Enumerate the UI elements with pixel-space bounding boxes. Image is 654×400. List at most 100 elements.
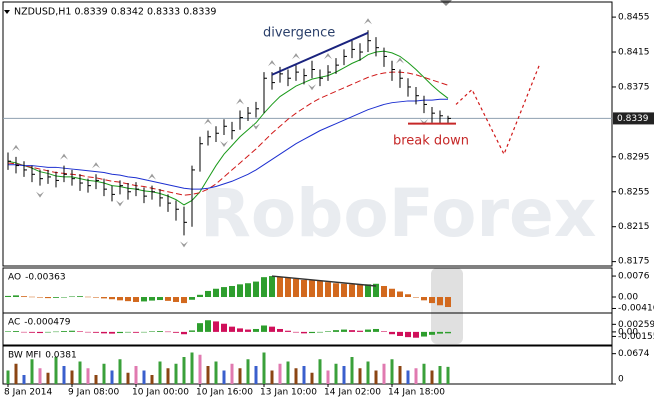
oscillator-bar — [205, 290, 211, 298]
price-label-box — [613, 112, 654, 125]
oscillator-bar — [333, 283, 339, 298]
oscillator-bar — [397, 331, 403, 336]
oscillator-bar — [53, 331, 59, 333]
mfi-bar — [214, 361, 218, 384]
oscillator-bar — [157, 331, 163, 332]
y-tick-label: 0.8455 — [618, 13, 650, 23]
oscillator-bar — [437, 331, 443, 334]
oscillator-bar — [293, 278, 299, 298]
mfi-bar — [270, 370, 274, 384]
y-tick-label: -0.00416 — [618, 304, 654, 314]
annotation: divergence — [263, 26, 335, 41]
oscillator-bar — [5, 295, 11, 298]
y-tick-label: 0.00 — [618, 327, 638, 337]
oscillator-bar — [397, 291, 403, 298]
moving-average — [7, 50, 449, 206]
oscillator-bar — [165, 331, 171, 333]
mfi-bar — [102, 363, 106, 384]
mfi-bar — [150, 375, 154, 384]
oscillator-bar — [93, 331, 99, 333]
oscillator-bar — [373, 283, 379, 298]
oscillator-bar — [101, 297, 107, 299]
oscillator-bar — [189, 330, 195, 332]
oscillator-bar — [149, 331, 155, 332]
mfi-bar — [302, 366, 306, 384]
x-tick-label: 14 Jan 02:00 — [324, 388, 381, 398]
oscillator-bar — [381, 331, 387, 332]
oscillator-bar — [213, 321, 219, 332]
x-tick-label: 10 Jan 16:00 — [196, 388, 253, 398]
oscillator-bar — [133, 297, 139, 302]
oscillator-bar — [141, 297, 147, 302]
fractal-down — [180, 241, 188, 248]
mfi-bar — [206, 366, 210, 384]
oscillator-bar — [285, 277, 291, 298]
mfi-bar — [238, 368, 242, 384]
oscillator-bar — [117, 297, 123, 301]
oscillator-bar — [357, 330, 363, 332]
indicator-value: -0.00363 — [25, 273, 65, 283]
fractal-down — [420, 119, 428, 126]
oscillator-bar — [445, 331, 451, 334]
mfi-bar — [366, 361, 370, 384]
oscillator-bar — [365, 284, 371, 298]
indicator-title: AO — [8, 273, 21, 283]
mfi-bar — [358, 368, 362, 384]
oscillator-bar — [85, 331, 91, 333]
oscillator-bar — [181, 331, 187, 335]
moving-average — [8, 98, 448, 190]
indicator-value: -0.000479 — [24, 318, 70, 328]
oscillator-bar — [69, 330, 75, 332]
oscillator-bar — [213, 288, 219, 298]
annotation: break down — [393, 134, 469, 149]
mfi-bar — [430, 370, 434, 384]
mfi-bar — [414, 368, 418, 384]
oscillator-bar — [237, 328, 243, 332]
oscillator-bar — [413, 331, 419, 338]
mfi-bar — [350, 357, 354, 384]
oscillator-bar — [269, 326, 275, 332]
fractal-up — [268, 60, 276, 67]
y-tick-label: 0.00 — [618, 293, 638, 303]
oscillator-bar — [341, 283, 347, 298]
mfi-bar — [134, 366, 138, 384]
mfi-bar — [174, 363, 178, 384]
watermark: RoboForex — [200, 175, 596, 252]
fractal-down — [116, 200, 124, 207]
oscillator-bar — [117, 331, 123, 334]
oscillator-bar — [301, 331, 307, 334]
indicator-title: AC — [8, 318, 20, 328]
oscillator-bar — [109, 331, 115, 334]
y-tick-label: 0.0674 — [618, 349, 650, 359]
oscillator-bar — [357, 284, 363, 298]
mfi-bar — [326, 370, 330, 384]
oscillator-bar — [37, 331, 43, 334]
oscillator-bar — [309, 331, 315, 334]
mfi-bar — [62, 366, 66, 384]
oscillator-bar — [141, 331, 147, 333]
fractal-up — [236, 98, 244, 105]
mfi-bar — [6, 370, 10, 384]
oscillator-bar — [237, 284, 243, 298]
oscillator-bar — [197, 294, 203, 298]
mfi-bar — [422, 363, 426, 384]
fractal-up — [92, 162, 100, 169]
mfi-bar — [14, 363, 18, 384]
oscillator-bar — [333, 330, 339, 332]
mfi-bar — [310, 372, 314, 384]
oscillator-bar — [173, 331, 179, 333]
title-marker — [4, 10, 10, 14]
fractal-up — [364, 18, 372, 25]
oscillator-bar — [261, 277, 267, 298]
fractal-down — [252, 123, 260, 130]
oscillator-bar — [389, 288, 395, 298]
oscillator-bar — [421, 331, 427, 337]
mfi-bar — [398, 366, 402, 384]
oscillator-bar — [173, 297, 179, 302]
oscillator-bar — [61, 297, 67, 298]
y-tick-label: 0.8375 — [618, 82, 650, 92]
oscillator-bar — [269, 276, 275, 298]
oscillator-bar — [21, 296, 27, 298]
oscillator-bar — [77, 331, 83, 332]
oscillator-bar — [421, 297, 427, 301]
